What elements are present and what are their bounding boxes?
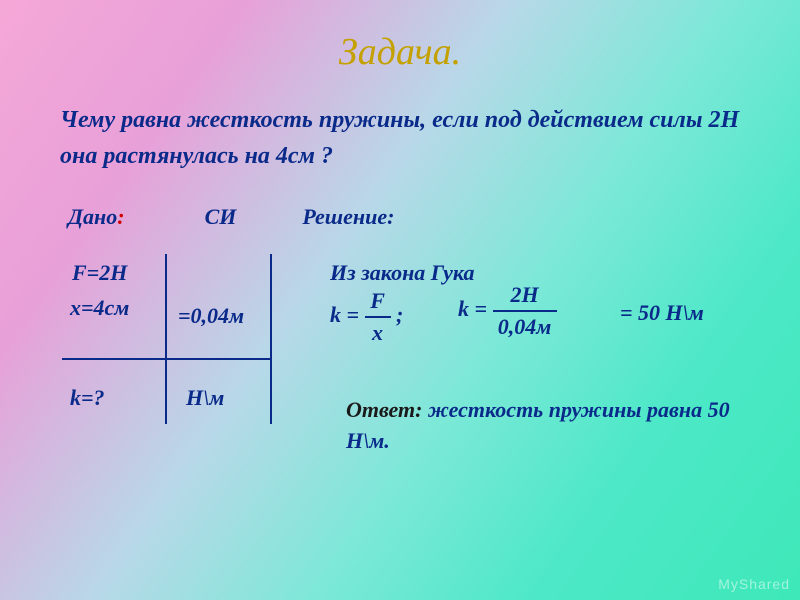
calc-fraction: 2Н 0,04м (493, 282, 557, 340)
solution-header: Решение: (302, 204, 394, 230)
divider-horizontal (62, 358, 270, 360)
question-text: Чему равна жесткость пружины, если под д… (50, 102, 750, 174)
calc-lhs: k = (458, 296, 493, 321)
title-text: Задача. (339, 31, 461, 73)
si-header: СИ (205, 204, 237, 230)
given-force: F=2H (72, 260, 127, 286)
given-header: Дано (68, 204, 117, 230)
calc-result: = 50 Н\м (620, 300, 704, 326)
calc-denominator: 0,04м (493, 314, 557, 340)
formula-after: ; (391, 302, 404, 327)
slide: Задача. Чему равна жесткость пружины, ес… (0, 0, 800, 600)
divider-vertical-2 (270, 254, 272, 424)
formula-denominator: x (365, 320, 391, 346)
answer-label: Ответ: (346, 397, 422, 422)
calc-numerator: 2Н (493, 282, 557, 308)
column-headers: Дано: СИ Решение: (50, 204, 750, 230)
calculation: k = 2Н 0,04м (458, 282, 557, 340)
formula-numerator: F (365, 288, 391, 314)
formula-bar (365, 316, 391, 318)
colon-red: : (117, 204, 124, 230)
formula: k = F x ; (330, 288, 403, 346)
watermark: MyShared (718, 576, 790, 592)
si-unknown-unit: Н\м (186, 385, 224, 411)
work-area: F=2H x=4см k=? =0,04м Н\м Из закона Гука… (50, 260, 750, 480)
answer-block: Ответ: жесткость пружины равна 50 Н\м. (346, 395, 750, 457)
given-extension: x=4см (70, 295, 129, 321)
formula-fraction: F x (365, 288, 391, 346)
divider-vertical-1 (165, 254, 167, 424)
si-extension-value: =0,04м (178, 303, 244, 329)
given-unknown: k=? (70, 385, 105, 411)
formula-lhs: k = (330, 302, 365, 327)
slide-title: Задача. (50, 30, 750, 74)
hooke-law-label: Из закона Гука (330, 260, 475, 286)
calc-bar (493, 310, 557, 312)
